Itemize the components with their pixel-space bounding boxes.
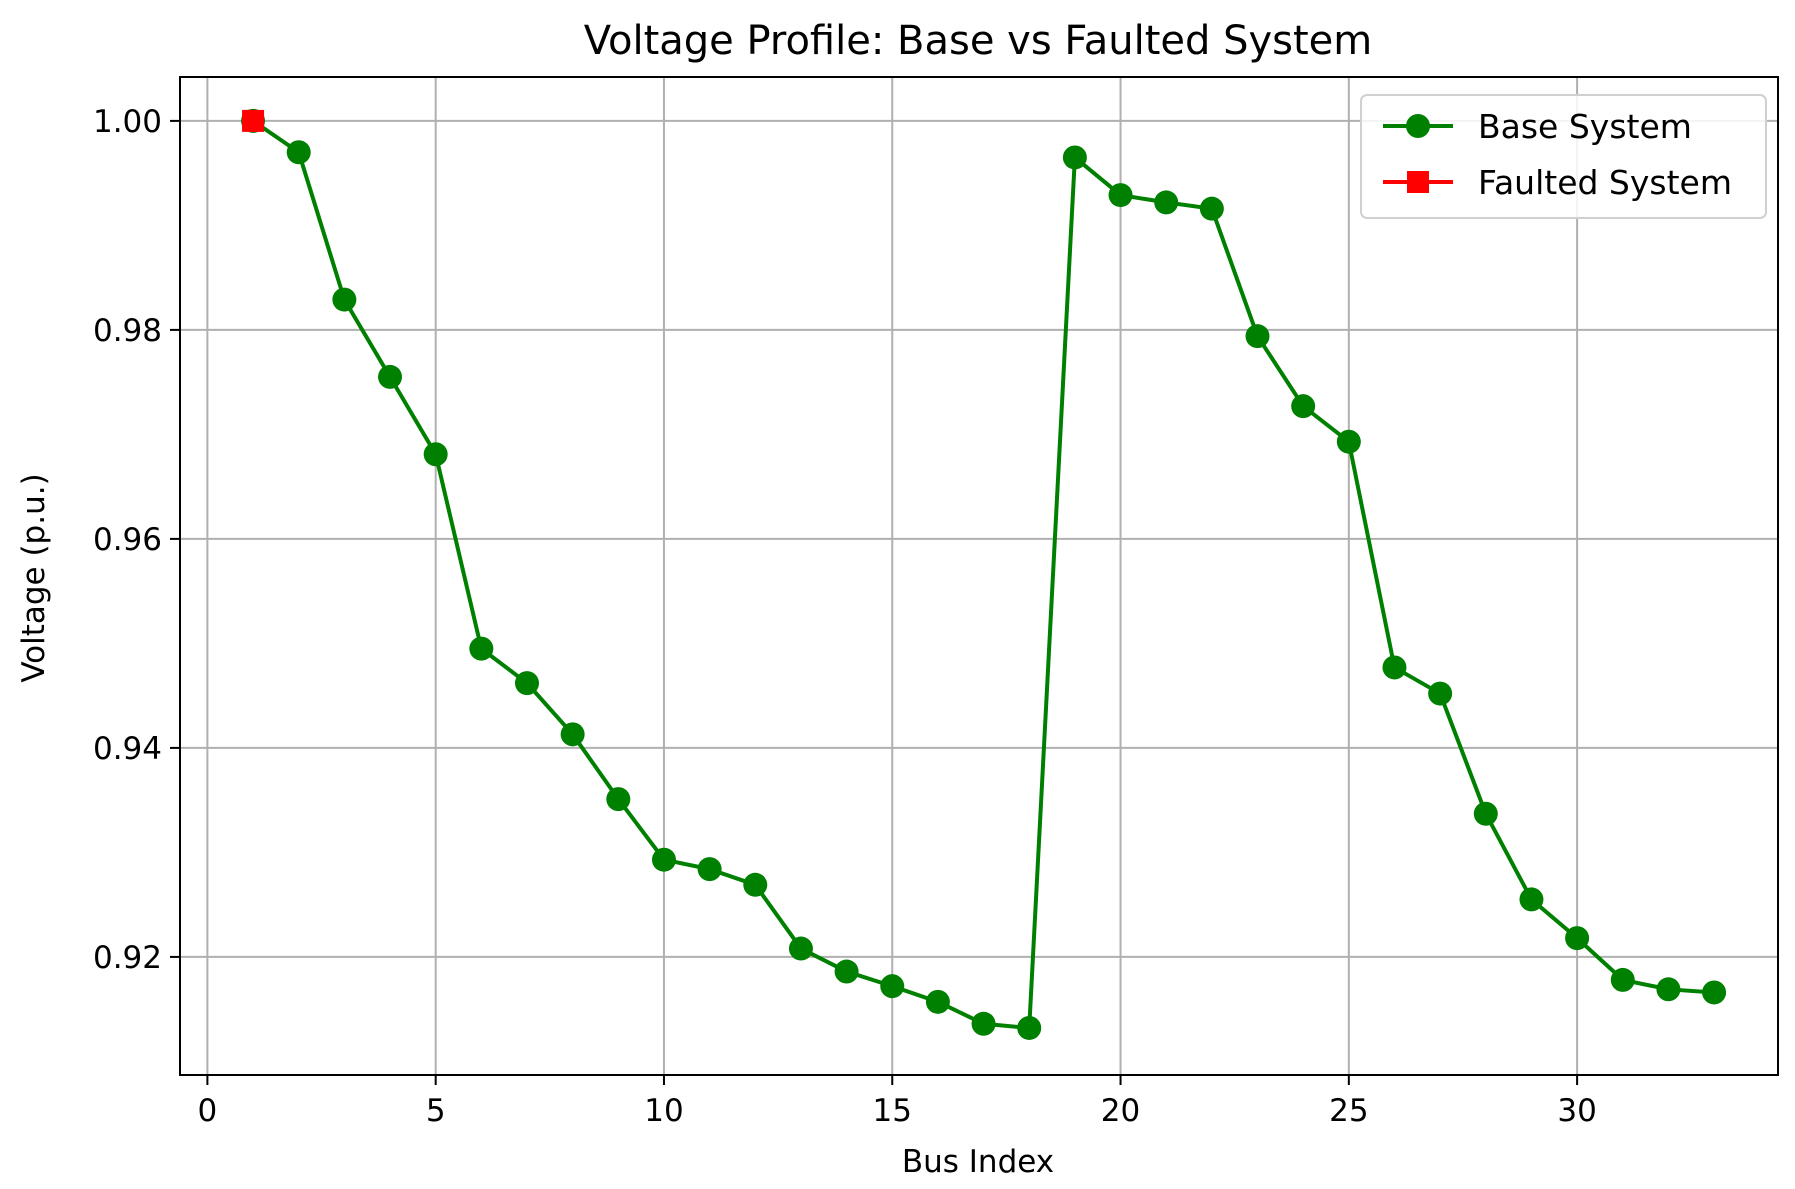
legend-base-system-label: Base System: [1478, 107, 1692, 146]
base-system-point: [560, 722, 585, 747]
base-system-point: [1519, 887, 1544, 912]
base-system-point: [971, 1011, 996, 1036]
legend-faulted-system-marker: [1407, 171, 1429, 193]
base-system-point: [606, 787, 631, 812]
y-tick-label: 0.92: [93, 940, 162, 976]
y-tick-label: 0.96: [93, 522, 162, 558]
base-system-point: [1702, 980, 1727, 1005]
x-tick-label: 30: [1557, 1093, 1596, 1129]
x-tick-label: 10: [644, 1093, 683, 1129]
base-system-point: [880, 974, 905, 999]
base-system-point: [1199, 196, 1224, 221]
legend-box: [1360, 94, 1767, 219]
y-axis-title: Voltage (p.u.): [16, 473, 52, 682]
base-system-point: [1428, 681, 1453, 706]
base-system-point: [423, 442, 448, 467]
base-system-point: [1336, 429, 1361, 454]
base-system-point: [1108, 183, 1133, 208]
base-system-point: [651, 847, 676, 872]
legend-faulted-system-label: Faulted System: [1478, 163, 1732, 202]
base-system-point: [1382, 655, 1407, 680]
base-system-point: [332, 287, 357, 312]
x-axis-title: Bus Index: [902, 1144, 1054, 1180]
base-system-point: [514, 671, 539, 696]
legend: Base System Faulted System: [1360, 94, 1767, 219]
legend-base-system-marker: [1406, 114, 1430, 138]
base-system-point: [834, 959, 859, 984]
base-system-point: [1062, 145, 1087, 170]
base-system-point: [1154, 190, 1179, 215]
base-system-point: [1017, 1015, 1042, 1040]
y-tick-label: 1.00: [93, 104, 162, 140]
x-tick-label: 5: [426, 1093, 446, 1129]
base-system-point: [697, 857, 722, 882]
base-system-point: [925, 989, 950, 1014]
faulted-system-point: [242, 109, 265, 132]
x-tick-label: 25: [1329, 1093, 1368, 1129]
base-system-point: [1473, 801, 1498, 826]
plot-series: [241, 108, 1727, 1040]
base-system-point: [286, 140, 311, 165]
y-tick-label: 0.98: [93, 313, 162, 349]
chart-title: Voltage Profile: Base vs Faulted System: [584, 18, 1373, 64]
base-system-point: [1656, 977, 1681, 1002]
base-system-point: [788, 936, 813, 961]
base-system-point: [378, 364, 403, 389]
x-tick-label: 15: [873, 1093, 912, 1129]
x-tick-label: 20: [1101, 1093, 1140, 1129]
plot-frame: [179, 76, 1779, 1076]
base-system-point: [1245, 324, 1270, 349]
base-system-point: [1565, 926, 1590, 951]
base-system-point: [743, 872, 768, 897]
y-tick-label: 0.94: [93, 731, 162, 767]
grid: [180, 77, 1778, 1075]
x-tick-label: 0: [198, 1093, 218, 1129]
base-system-point: [1610, 967, 1635, 992]
base-system-point: [1291, 394, 1316, 419]
axis-ticks: 0 5 10 15 20 25 30 0.92 0.94 0.96 0.98 1.00: [93, 104, 1597, 1129]
base-system-point: [469, 636, 494, 661]
